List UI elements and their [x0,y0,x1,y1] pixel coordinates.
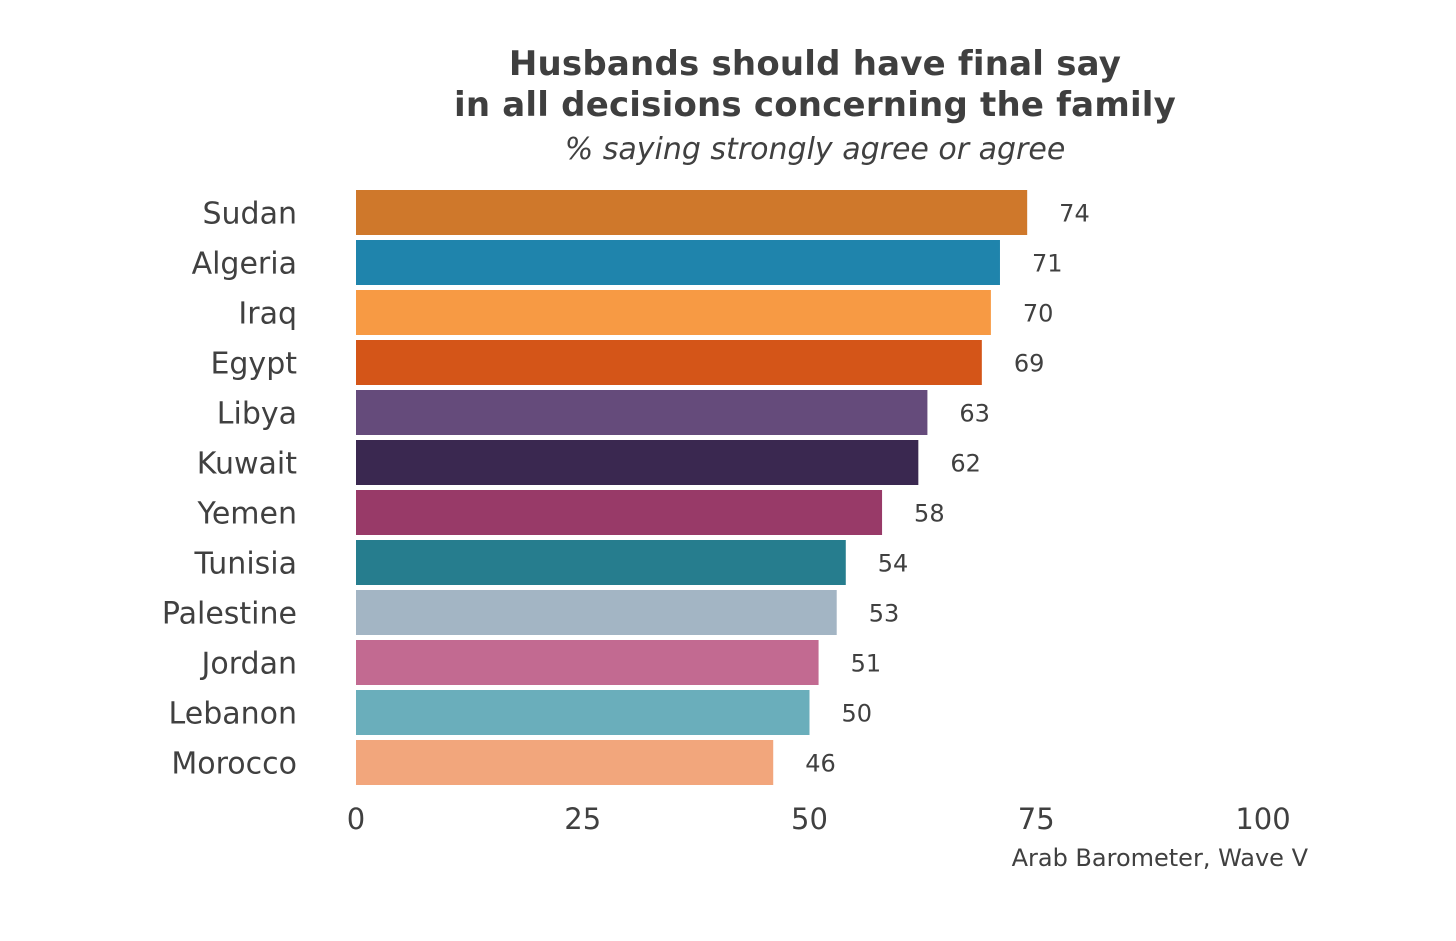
bar-jordan [356,640,819,685]
x-tick-label-100: 100 [1235,802,1290,836]
data-label-libya: 63 [959,400,990,428]
bar-kuwait [356,440,919,485]
data-label-iraq: 70 [1023,300,1054,328]
x-tick-label-75: 75 [1018,802,1055,836]
category-label-lebanon: Lebanon [169,697,297,732]
category-label-egypt: Egypt [210,347,297,382]
data-label-yemen: 58 [914,500,945,528]
category-label-algeria: Algeria [192,247,297,282]
category-label-kuwait: Kuwait [197,447,297,482]
chart-title-line-1: Husbands should have final say [508,44,1122,84]
category-label-sudan: Sudan [203,197,298,232]
bar-libya [356,390,928,435]
data-label-algeria: 71 [1032,250,1063,278]
category-label-yemen: Yemen [197,497,298,532]
data-label-kuwait: 62 [950,450,981,478]
data-label-sudan: 74 [1059,200,1090,228]
bar-palestine [356,590,837,635]
category-label-iraq: Iraq [238,297,297,332]
category-label-tunisia: Tunisia [194,547,297,582]
data-label-lebanon: 50 [842,700,873,728]
chart-subtitle: % saying strongly agree or agree [564,132,1066,167]
bar-iraq [356,290,991,335]
bar-tunisia [356,540,846,585]
data-label-palestine: 53 [869,600,900,628]
data-label-egypt: 69 [1014,350,1045,378]
category-label-palestine: Palestine [162,597,297,632]
bar-sudan [356,190,1028,235]
bar-algeria [356,240,1000,285]
category-label-morocco: Morocco [171,747,297,782]
data-label-morocco: 46 [805,750,836,778]
x-tick-label-25: 25 [564,802,601,836]
category-label-jordan: Jordan [200,647,297,682]
bar-yemen [356,490,883,535]
data-label-jordan: 51 [851,650,882,678]
chart-title-line-2: in all decisions concerning the family [453,85,1177,125]
bar-egypt [356,340,982,385]
data-label-tunisia: 54 [878,550,909,578]
bar-morocco [356,740,774,785]
x-tick-label-0: 0 [347,802,365,836]
bar-lebanon [356,690,810,735]
category-label-libya: Libya [217,397,297,432]
x-tick-label-50: 50 [791,802,828,836]
source-caption: Arab Barometer, Wave V [1011,844,1308,872]
